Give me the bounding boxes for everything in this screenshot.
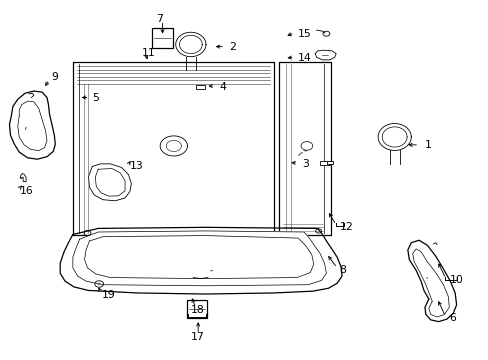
Text: 7: 7 — [156, 14, 163, 24]
Polygon shape — [18, 101, 47, 150]
Text: 17: 17 — [190, 332, 204, 342]
Polygon shape — [407, 240, 456, 321]
Text: 18: 18 — [190, 305, 204, 315]
Bar — [186, 300, 207, 318]
Polygon shape — [377, 123, 410, 150]
Text: 8: 8 — [339, 265, 346, 275]
Text: 14: 14 — [298, 53, 311, 63]
Text: 6: 6 — [448, 313, 455, 323]
Bar — [195, 85, 204, 89]
Polygon shape — [160, 136, 187, 156]
Polygon shape — [95, 168, 125, 196]
Text: 3: 3 — [302, 159, 308, 169]
Bar — [327, 161, 332, 164]
Text: 16: 16 — [20, 186, 34, 197]
Bar — [152, 28, 173, 48]
Text: 10: 10 — [448, 275, 462, 285]
Polygon shape — [73, 62, 273, 234]
Polygon shape — [60, 227, 341, 294]
Polygon shape — [88, 164, 131, 201]
Polygon shape — [175, 32, 205, 57]
Text: 5: 5 — [92, 93, 99, 103]
Polygon shape — [9, 91, 55, 159]
Text: 13: 13 — [130, 161, 143, 171]
Polygon shape — [84, 235, 313, 279]
Polygon shape — [20, 174, 26, 182]
Text: 9: 9 — [51, 72, 58, 82]
Polygon shape — [73, 231, 326, 286]
Text: 19: 19 — [102, 290, 116, 300]
Text: 15: 15 — [298, 29, 311, 39]
Bar — [320, 161, 329, 165]
Polygon shape — [315, 50, 335, 60]
Text: 11: 11 — [142, 48, 156, 58]
Text: 1: 1 — [424, 140, 431, 150]
Text: 2: 2 — [228, 42, 235, 51]
Polygon shape — [412, 249, 448, 317]
Text: 4: 4 — [219, 82, 225, 92]
Polygon shape — [278, 62, 330, 234]
Text: 12: 12 — [339, 222, 353, 231]
